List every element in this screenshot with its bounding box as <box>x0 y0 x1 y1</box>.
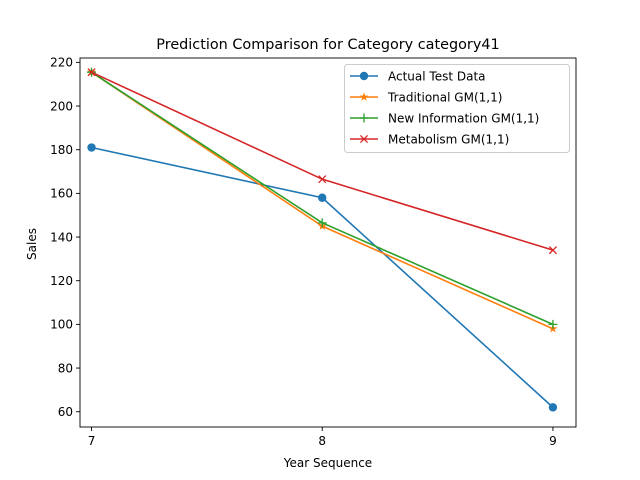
y-tick-label: 220 <box>50 56 73 70</box>
data-point <box>87 68 96 77</box>
legend-marker <box>359 134 369 144</box>
plot-area <box>79 57 577 428</box>
data-point <box>87 143 96 152</box>
y-axis-ticks: 60 80 100 120 140 160 180 200 220 <box>50 56 80 419</box>
legend-item: Actual Test Data <box>350 69 486 83</box>
data-point <box>318 193 327 202</box>
x-tick-label: 9 <box>549 434 557 448</box>
y-tick-label: 160 <box>50 187 73 201</box>
series-4 <box>87 68 557 255</box>
x-tick-label: 8 <box>318 434 326 448</box>
data-point <box>548 319 558 329</box>
data-point <box>548 246 557 255</box>
x-axis-ticks: 7 8 9 <box>88 427 557 448</box>
legend-item: Traditional GM(1,1) <box>350 90 502 104</box>
series-1 <box>87 143 558 412</box>
y-tick-label: 100 <box>50 318 73 332</box>
x-axis-label: Year Sequence <box>283 456 372 470</box>
y-tick-label: 180 <box>50 143 73 157</box>
y-tick-label: 200 <box>50 99 73 113</box>
legend: Actual Test Data Traditional GM(1,1) New I… <box>344 64 570 153</box>
data-point <box>548 403 558 412</box>
y-tick-label: 60 <box>58 405 73 419</box>
data-point <box>318 175 327 184</box>
series-3 <box>87 67 558 329</box>
series-line <box>91 146 554 408</box>
y-tick-label: 80 <box>58 361 73 375</box>
plot-frame <box>79 57 577 428</box>
legend-label: Actual Test Data <box>388 69 486 83</box>
legend-marker <box>359 71 369 81</box>
legend-label: New Information GM(1,1) <box>388 111 539 125</box>
chart-title: Prediction Comparison for Category categ… <box>156 37 499 53</box>
legend-label: Traditional GM(1,1) <box>387 90 502 104</box>
legend-marker <box>359 92 369 101</box>
legend-item: Metabolism GM(1,1) <box>350 132 509 146</box>
y-tick-label: 120 <box>50 274 73 288</box>
y-axis-label: Sales <box>25 228 39 260</box>
legend-label: Metabolism GM(1,1) <box>388 132 509 146</box>
legend-frame <box>344 64 570 153</box>
y-tick-label: 140 <box>50 230 73 244</box>
data-point <box>317 218 327 228</box>
x-tick-label: 7 <box>88 434 96 448</box>
legend-item: New Information GM(1,1) <box>350 111 539 125</box>
legend-marker <box>359 113 369 123</box>
